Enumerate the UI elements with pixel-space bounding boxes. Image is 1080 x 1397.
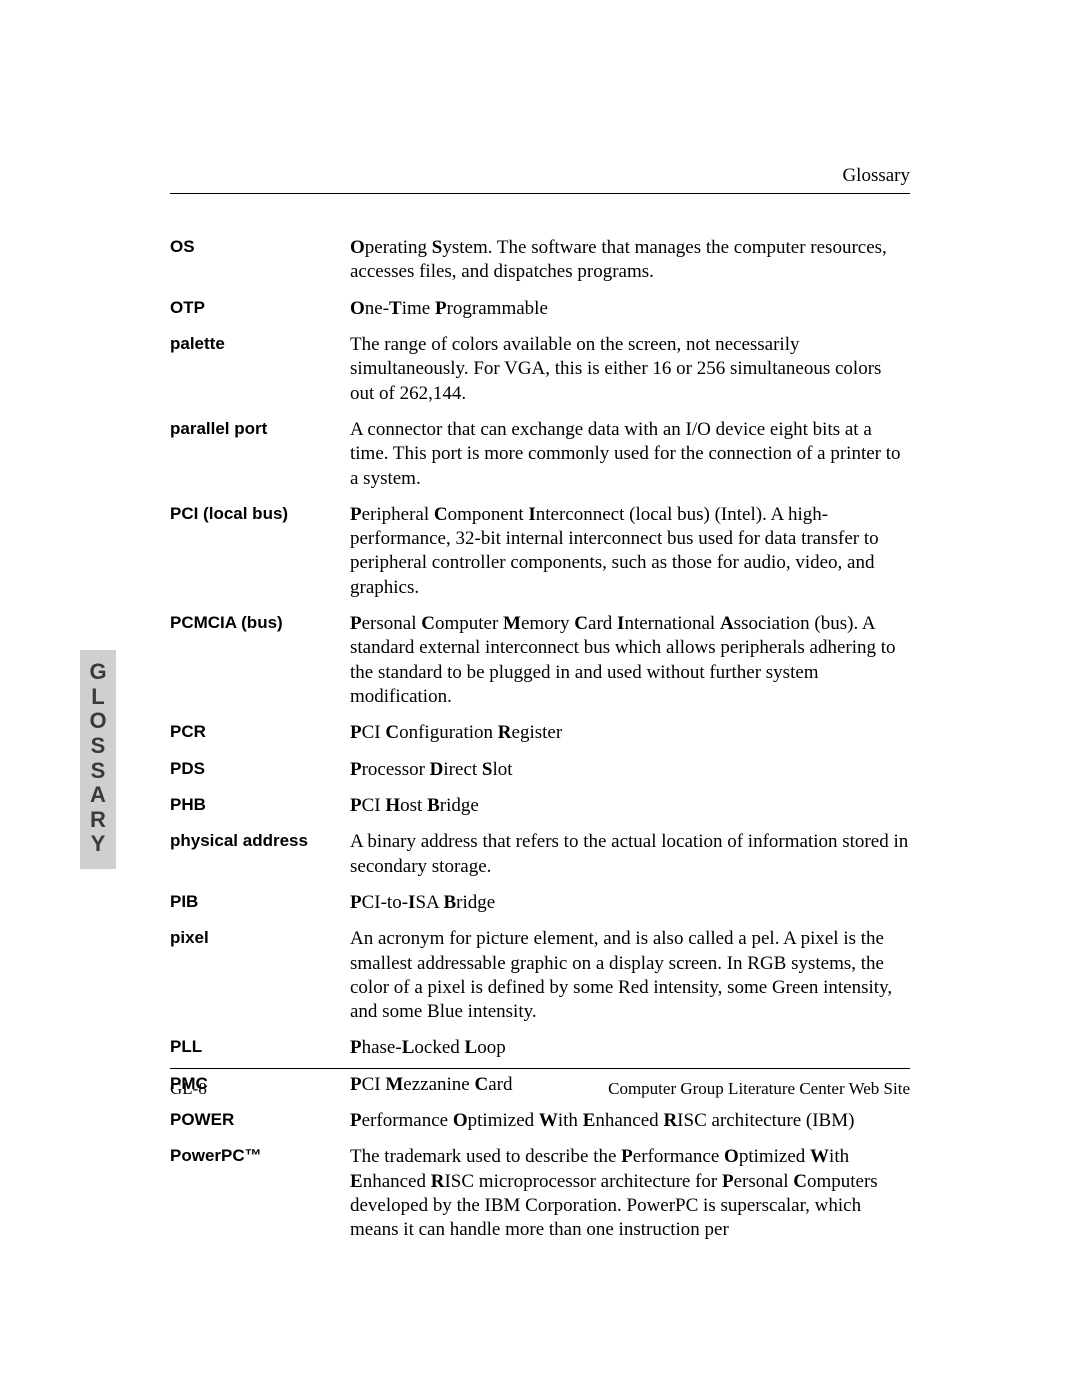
glossary-entry: OSOperating System. The software that ma…	[170, 236, 910, 285]
glossary-term: PIB	[170, 891, 350, 915]
glossary-term: POWER	[170, 1109, 350, 1133]
footer: GL-8 Computer Group Literature Center We…	[170, 1068, 910, 1099]
glossary-entry: PCMCIA (bus)Personal Computer Memory Car…	[170, 612, 910, 709]
glossary-definition: PCI Configuration Register	[350, 721, 910, 745]
glossary-term: PowerPC™	[170, 1145, 350, 1242]
glossary-definition: An acronym for picture element, and is a…	[350, 927, 910, 1024]
side-tab-letter: A	[80, 783, 116, 808]
glossary-term: PCMCIA (bus)	[170, 612, 350, 709]
side-tab-letter: S	[80, 759, 116, 784]
glossary-definition: Personal Computer Memory Card Internatio…	[350, 612, 910, 709]
glossary-definition: Processor Direct Slot	[350, 758, 910, 782]
glossary-entry: PHBPCI Host Bridge	[170, 794, 910, 818]
side-tab-letter: R	[80, 808, 116, 833]
rule-bottom	[170, 1068, 910, 1069]
glossary-term: PDS	[170, 758, 350, 782]
glossary-entry: paletteThe range of colors available on …	[170, 333, 910, 406]
glossary-entry: PCI (local bus)Peripheral Component Inte…	[170, 503, 910, 600]
side-tab-letter: L	[80, 685, 116, 710]
header-title: Glossary	[170, 165, 910, 187]
glossary-entry: POWERPerformance Optimized With Enhanced…	[170, 1109, 910, 1133]
side-tab-letter: G	[80, 660, 116, 685]
side-tab-letter: S	[80, 734, 116, 759]
footer-left: GL-8	[170, 1079, 207, 1099]
glossary-entry: PLLPhase-Locked Loop	[170, 1036, 910, 1060]
glossary-entry: PCRPCI Configuration Register	[170, 721, 910, 745]
footer-right: Computer Group Literature Center Web Sit…	[608, 1079, 910, 1099]
glossary-term: PHB	[170, 794, 350, 818]
glossary-term: palette	[170, 333, 350, 406]
glossary-term: OS	[170, 236, 350, 285]
glossary-definition: One-Time Programmable	[350, 297, 910, 321]
glossary-entry: physical addressA binary address that re…	[170, 830, 910, 879]
glossary-definition: Performance Optimized With Enhanced RISC…	[350, 1109, 910, 1133]
glossary-entry: parallel portA connector that can exchan…	[170, 418, 910, 491]
side-tab: GLOSSARY	[80, 650, 116, 869]
side-tab-letter: Y	[80, 832, 116, 857]
glossary-definition: Operating System. The software that mana…	[350, 236, 910, 285]
glossary-term: PCR	[170, 721, 350, 745]
glossary-definition: PCI-to-ISA Bridge	[350, 891, 910, 915]
glossary-term: OTP	[170, 297, 350, 321]
glossary-definition: Peripheral Component Interconnect (local…	[350, 503, 910, 600]
glossary-definition: A connector that can exchange data with …	[350, 418, 910, 491]
glossary-term: PCI (local bus)	[170, 503, 350, 600]
glossary-definition: The range of colors available on the scr…	[350, 333, 910, 406]
glossary-entry: PDSProcessor Direct Slot	[170, 758, 910, 782]
glossary-definition: The trademark used to describe the Perfo…	[350, 1145, 910, 1242]
glossary-entry: PowerPC™The trademark used to describe t…	[170, 1145, 910, 1242]
glossary-entry: pixelAn acronym for picture element, and…	[170, 927, 910, 1024]
glossary-entry: OTPOne-Time Programmable	[170, 297, 910, 321]
rule-top	[170, 193, 910, 194]
glossary-term: pixel	[170, 927, 350, 1024]
glossary-definition: PCI Host Bridge	[350, 794, 910, 818]
glossary-term: parallel port	[170, 418, 350, 491]
glossary-entry: PIBPCI-to-ISA Bridge	[170, 891, 910, 915]
glossary-definition: A binary address that refers to the actu…	[350, 830, 910, 879]
glossary-definition: Phase-Locked Loop	[350, 1036, 910, 1060]
side-tab-letter: O	[80, 709, 116, 734]
glossary-term: PLL	[170, 1036, 350, 1060]
glossary-term: physical address	[170, 830, 350, 879]
